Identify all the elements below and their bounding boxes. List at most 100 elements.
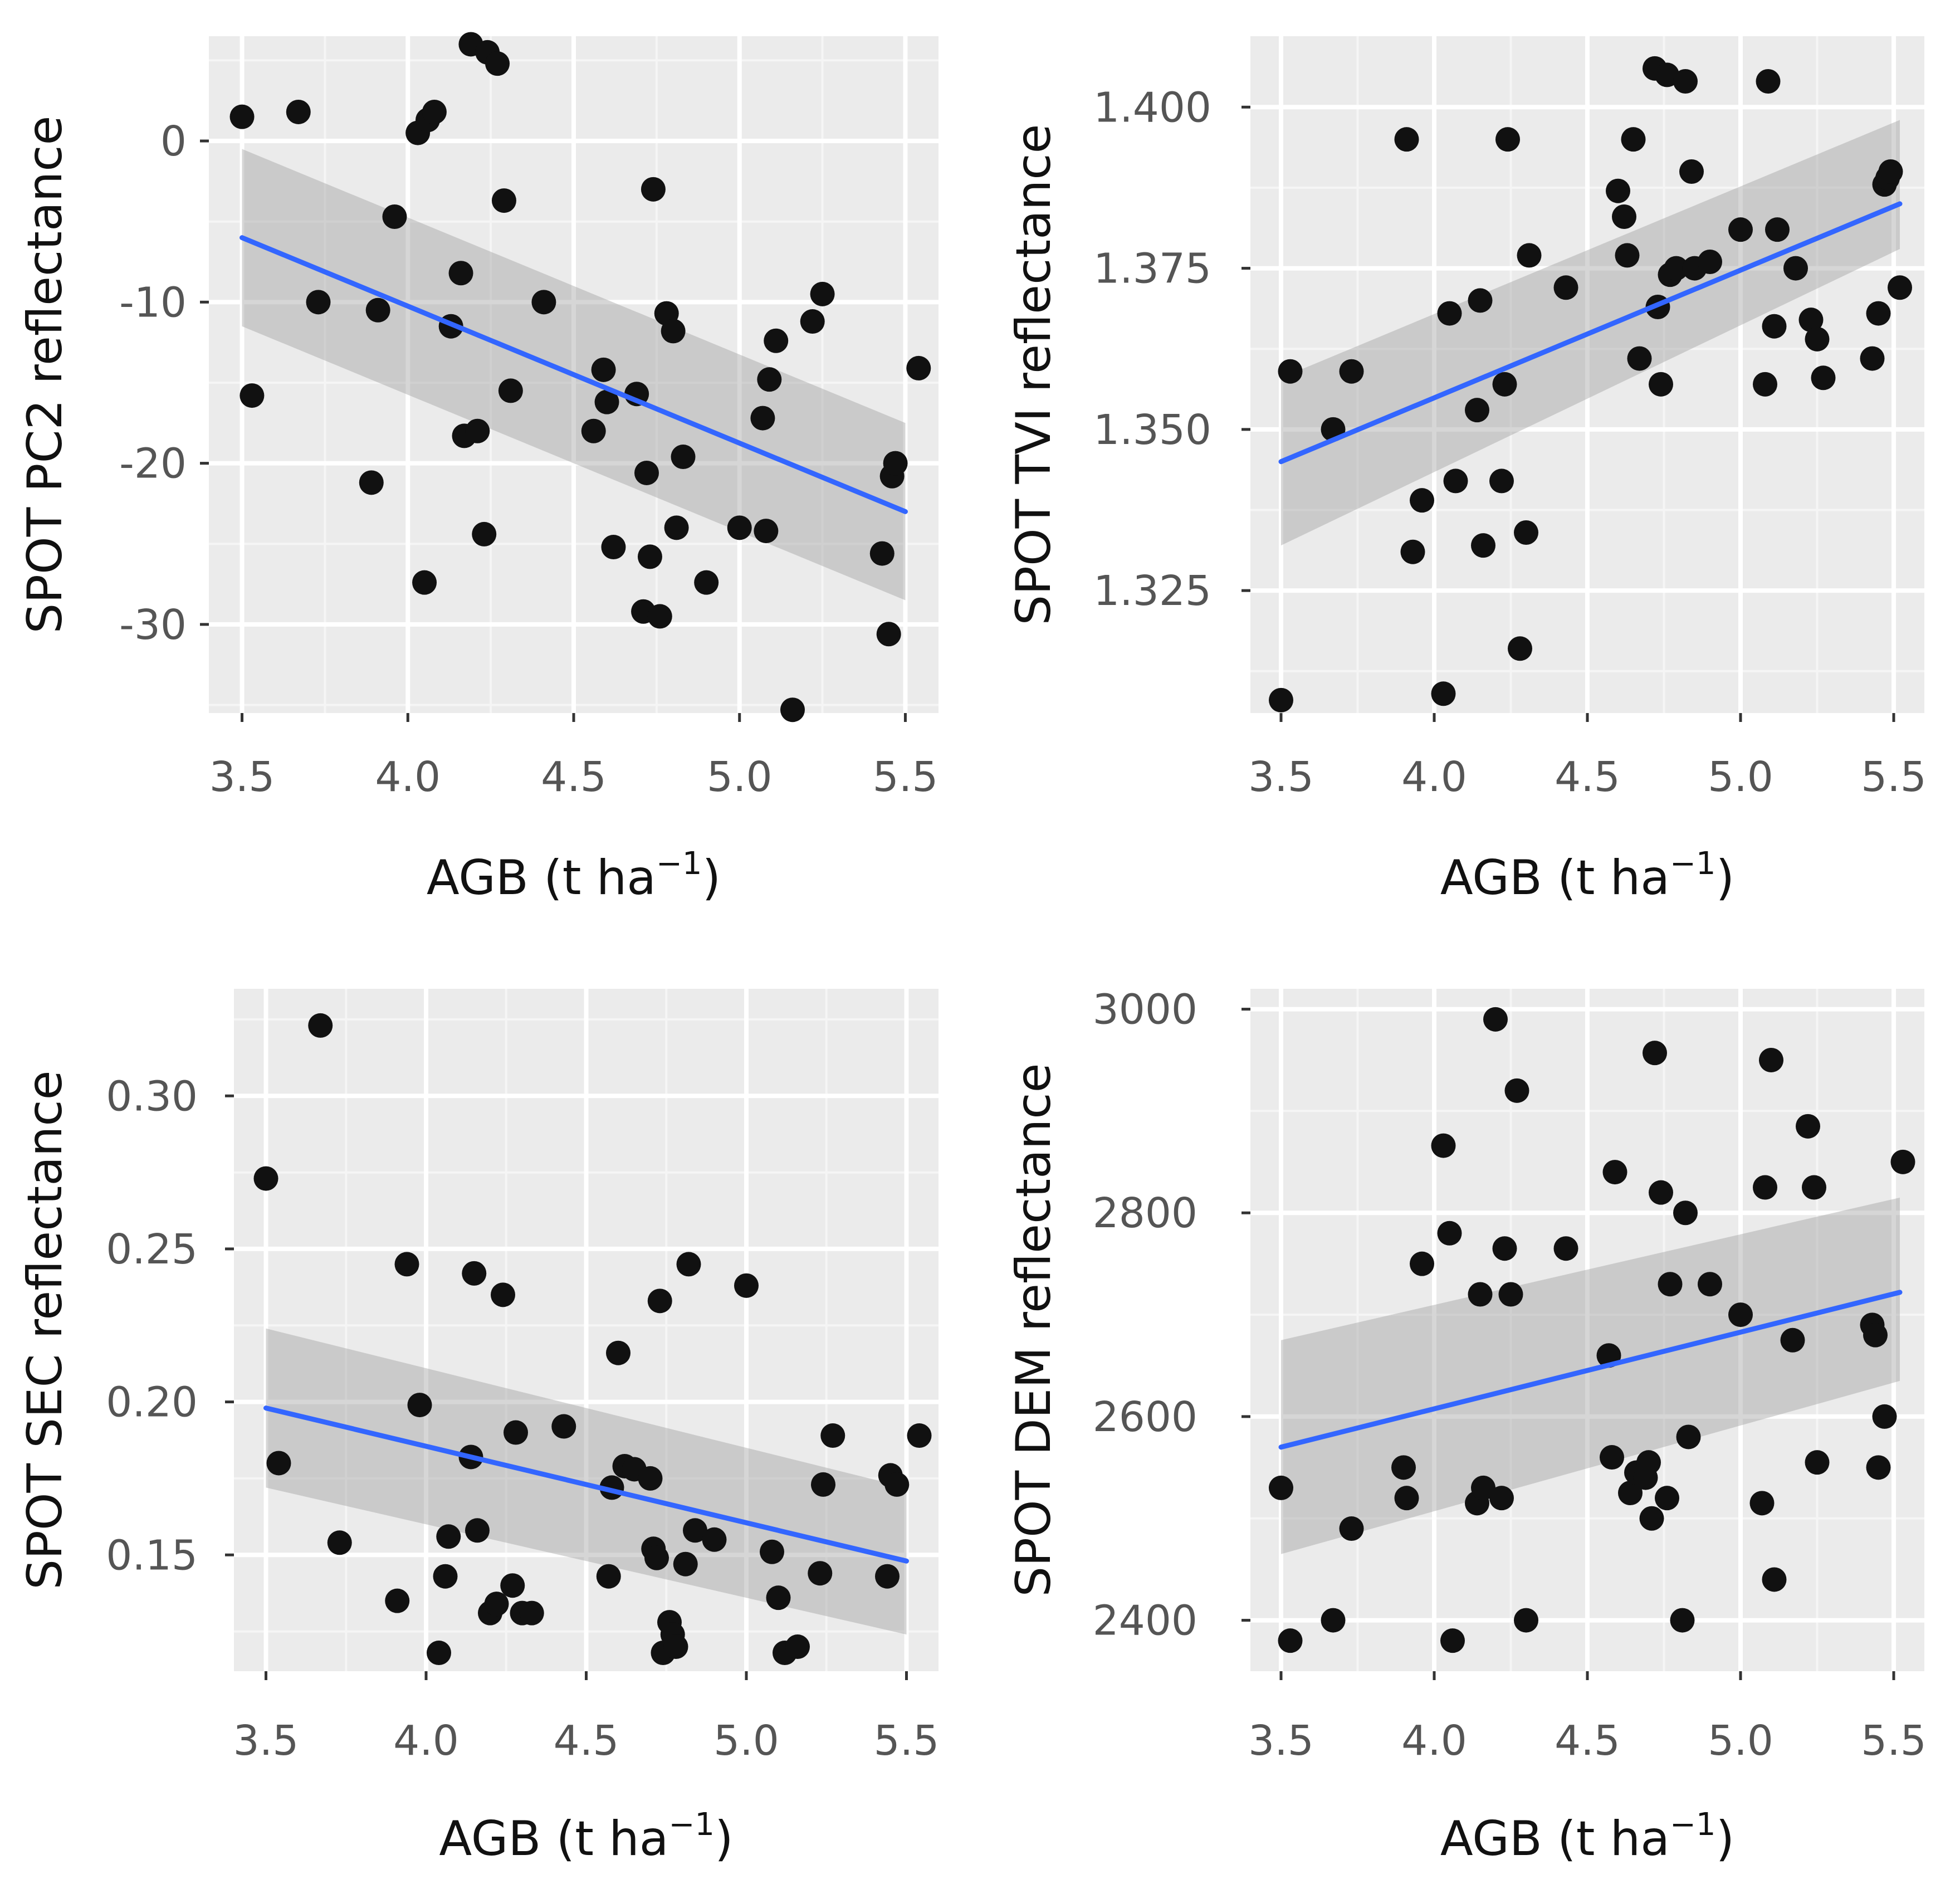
y-tick-label: 0.25 <box>106 1226 198 1273</box>
data-point <box>1863 1322 1888 1348</box>
y-tick-label: 0.15 <box>106 1531 198 1579</box>
data-point <box>664 515 689 540</box>
x-tick-label: 4.5 <box>1555 1717 1620 1765</box>
data-point <box>647 604 672 629</box>
data-point <box>694 570 719 595</box>
y-tick-label: 3000 <box>1093 986 1197 1034</box>
data-point <box>1612 204 1636 229</box>
x-tick-label: 5.0 <box>713 1717 779 1765</box>
data-point <box>1872 1404 1897 1429</box>
x-axis-title-main: AGB (t ha <box>1440 1811 1670 1867</box>
y-tick-label: 1.400 <box>1093 84 1211 131</box>
x-axis-title-superscript: −1 <box>1670 846 1716 882</box>
data-point <box>500 1573 525 1598</box>
data-point <box>1615 243 1640 268</box>
data-point <box>754 519 779 544</box>
regression-line <box>1278 1290 1903 1450</box>
data-point <box>766 1585 791 1610</box>
data-point <box>1728 217 1753 242</box>
data-point <box>465 1518 490 1543</box>
data-point <box>869 541 895 566</box>
y-tick-label: 1.350 <box>1093 406 1211 454</box>
y-tick-label: 1.375 <box>1093 245 1211 293</box>
data-point <box>1514 1608 1538 1633</box>
data-point <box>1673 69 1698 94</box>
data-point <box>1489 1486 1514 1511</box>
data-point <box>1673 1200 1698 1226</box>
data-point <box>1888 275 1912 300</box>
data-point <box>1465 398 1489 423</box>
data-point <box>1269 687 1293 712</box>
data-point <box>253 1166 278 1191</box>
x-axis-title-superscript: −1 <box>656 846 702 882</box>
data-point <box>810 281 835 306</box>
data-point <box>1504 1078 1529 1103</box>
data-point <box>647 1288 672 1314</box>
data-point <box>1339 359 1364 384</box>
x-tick-label: 5.5 <box>1861 753 1927 801</box>
data-point <box>1759 1047 1783 1072</box>
data-point <box>638 1466 663 1491</box>
data-point <box>1756 69 1781 94</box>
data-point <box>907 1423 932 1448</box>
data-point <box>306 290 331 315</box>
data-point <box>365 297 390 323</box>
x-axis-title: AGB (t ha−1) <box>439 1807 733 1867</box>
data-point <box>1321 1608 1346 1633</box>
data-point <box>644 1545 669 1570</box>
data-point <box>1753 1175 1777 1200</box>
data-point <box>519 1600 544 1626</box>
data-point <box>485 51 510 76</box>
y-tick-label: 0.20 <box>106 1379 198 1427</box>
data-point <box>491 188 516 213</box>
y-axis-title: SPOT DEM reflectance <box>1006 1063 1062 1597</box>
data-point <box>491 1282 515 1307</box>
data-point <box>1468 288 1493 313</box>
y-axis-title: SPOT TVI reflectance <box>1006 124 1062 626</box>
data-point <box>1508 636 1532 661</box>
x-tick-label: 4.0 <box>375 753 441 801</box>
data-point <box>1437 1221 1462 1246</box>
data-point <box>1639 1506 1664 1531</box>
data-point <box>1698 1272 1722 1297</box>
data-point <box>436 1524 461 1549</box>
data-point <box>1664 256 1689 281</box>
x-tick-label: 5.5 <box>873 753 939 801</box>
data-point <box>407 1393 432 1418</box>
y-tick-label: 0.30 <box>106 1072 198 1120</box>
y-tick-label: -10 <box>119 279 187 326</box>
x-tick-label: 3.5 <box>233 1717 299 1765</box>
x-tick-label: 4.5 <box>541 753 607 801</box>
data-point <box>1437 301 1462 326</box>
data-point <box>780 697 805 723</box>
y-tick-label: 0 <box>160 118 187 165</box>
data-point <box>676 1252 701 1277</box>
regression-line <box>239 235 908 514</box>
y-tick-label: -30 <box>119 601 187 649</box>
data-point <box>266 1451 291 1476</box>
data-point <box>1670 1608 1695 1633</box>
data-point <box>1278 1628 1303 1653</box>
data-point <box>1602 1160 1627 1185</box>
x-axis-title-close: ) <box>1716 1811 1735 1867</box>
x-tick-label: 4.0 <box>1401 753 1467 801</box>
data-point <box>1440 1628 1465 1653</box>
data-point <box>757 367 782 392</box>
data-point <box>1394 127 1419 152</box>
data-point <box>1339 1516 1364 1541</box>
data-point <box>581 418 606 443</box>
data-point <box>1805 1450 1830 1475</box>
data-point <box>1278 359 1303 384</box>
data-point <box>465 418 490 443</box>
data-point <box>1498 1282 1523 1307</box>
y-tick-label: -20 <box>119 440 187 488</box>
data-point <box>1802 1175 1826 1200</box>
x-tick-label: 4.0 <box>393 1717 459 1765</box>
data-point <box>1890 1149 1915 1174</box>
data-point <box>1600 1445 1624 1470</box>
data-point <box>820 1423 845 1448</box>
dem-panel: 3.5 4.0 4.5 5.0 5.5 3000 2800 2600 2400 SPOT DEM … <box>1006 986 1927 1867</box>
data-point <box>394 1252 419 1277</box>
data-point <box>1514 520 1538 545</box>
data-point <box>1495 127 1520 152</box>
